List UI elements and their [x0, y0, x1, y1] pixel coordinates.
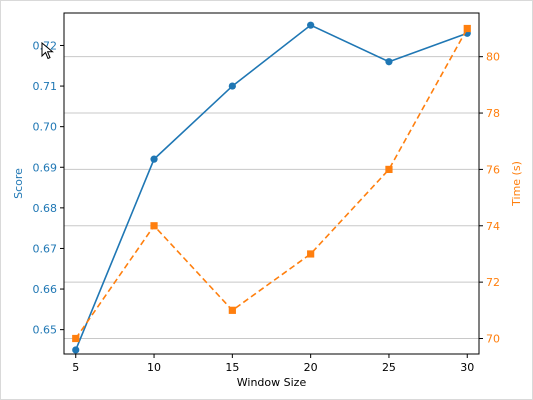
time-point	[463, 24, 471, 33]
score-point	[228, 82, 236, 90]
right-y-tick-label: 72	[486, 276, 500, 289]
time-point	[385, 165, 393, 174]
time-point	[228, 306, 236, 314]
left-y-tick-label: 0.71	[33, 80, 58, 93]
left-y-tick-label: 0.66	[33, 283, 58, 296]
score-point	[150, 155, 158, 163]
score-point	[72, 346, 80, 354]
right-y-axis: 70 72 74 76 78 80	[479, 51, 500, 346]
left-y-tick-label: 0.68	[33, 202, 58, 215]
x-tick-label: 30	[460, 361, 474, 374]
x-axis-title: Window Size	[237, 376, 307, 389]
left-y-tick-label: 0.67	[33, 242, 58, 255]
right-y-axis-title: Time (s)	[510, 161, 523, 207]
right-y-tick-label: 70	[486, 333, 500, 346]
left-y-tick-label: 0.65	[33, 324, 58, 337]
time-point	[150, 222, 158, 230]
score-line	[75, 24, 468, 351]
right-y-tick-label: 76	[486, 163, 500, 176]
left-y-tick-label: 0.69	[33, 161, 58, 174]
plot-area-border	[63, 12, 480, 355]
score-point	[307, 21, 315, 29]
x-tick-label: 5	[72, 361, 79, 374]
left-y-axis-title: Score	[12, 168, 25, 199]
mouse-pointer-icon	[41, 42, 54, 60]
left-y-axis: 0.650.660.670.680.690.700.710.72	[33, 39, 64, 337]
time-line	[75, 28, 468, 339]
x-axis: 5 10 15 20 25 30	[72, 354, 474, 374]
left-y-tick-label: 0.70	[33, 121, 58, 134]
time-point	[72, 334, 80, 343]
x-tick-label: 20	[304, 361, 318, 374]
x-tick-label: 25	[382, 361, 396, 374]
score-point	[385, 58, 393, 66]
x-tick-label: 15	[225, 361, 239, 374]
right-y-tick-label: 74	[486, 220, 500, 233]
gridlines	[64, 56, 479, 339]
right-y-tick-label: 78	[486, 107, 500, 120]
time-point	[307, 250, 315, 258]
series-layer	[72, 21, 471, 354]
x-tick-label: 10	[147, 361, 161, 374]
right-y-tick-label: 80	[486, 51, 500, 64]
